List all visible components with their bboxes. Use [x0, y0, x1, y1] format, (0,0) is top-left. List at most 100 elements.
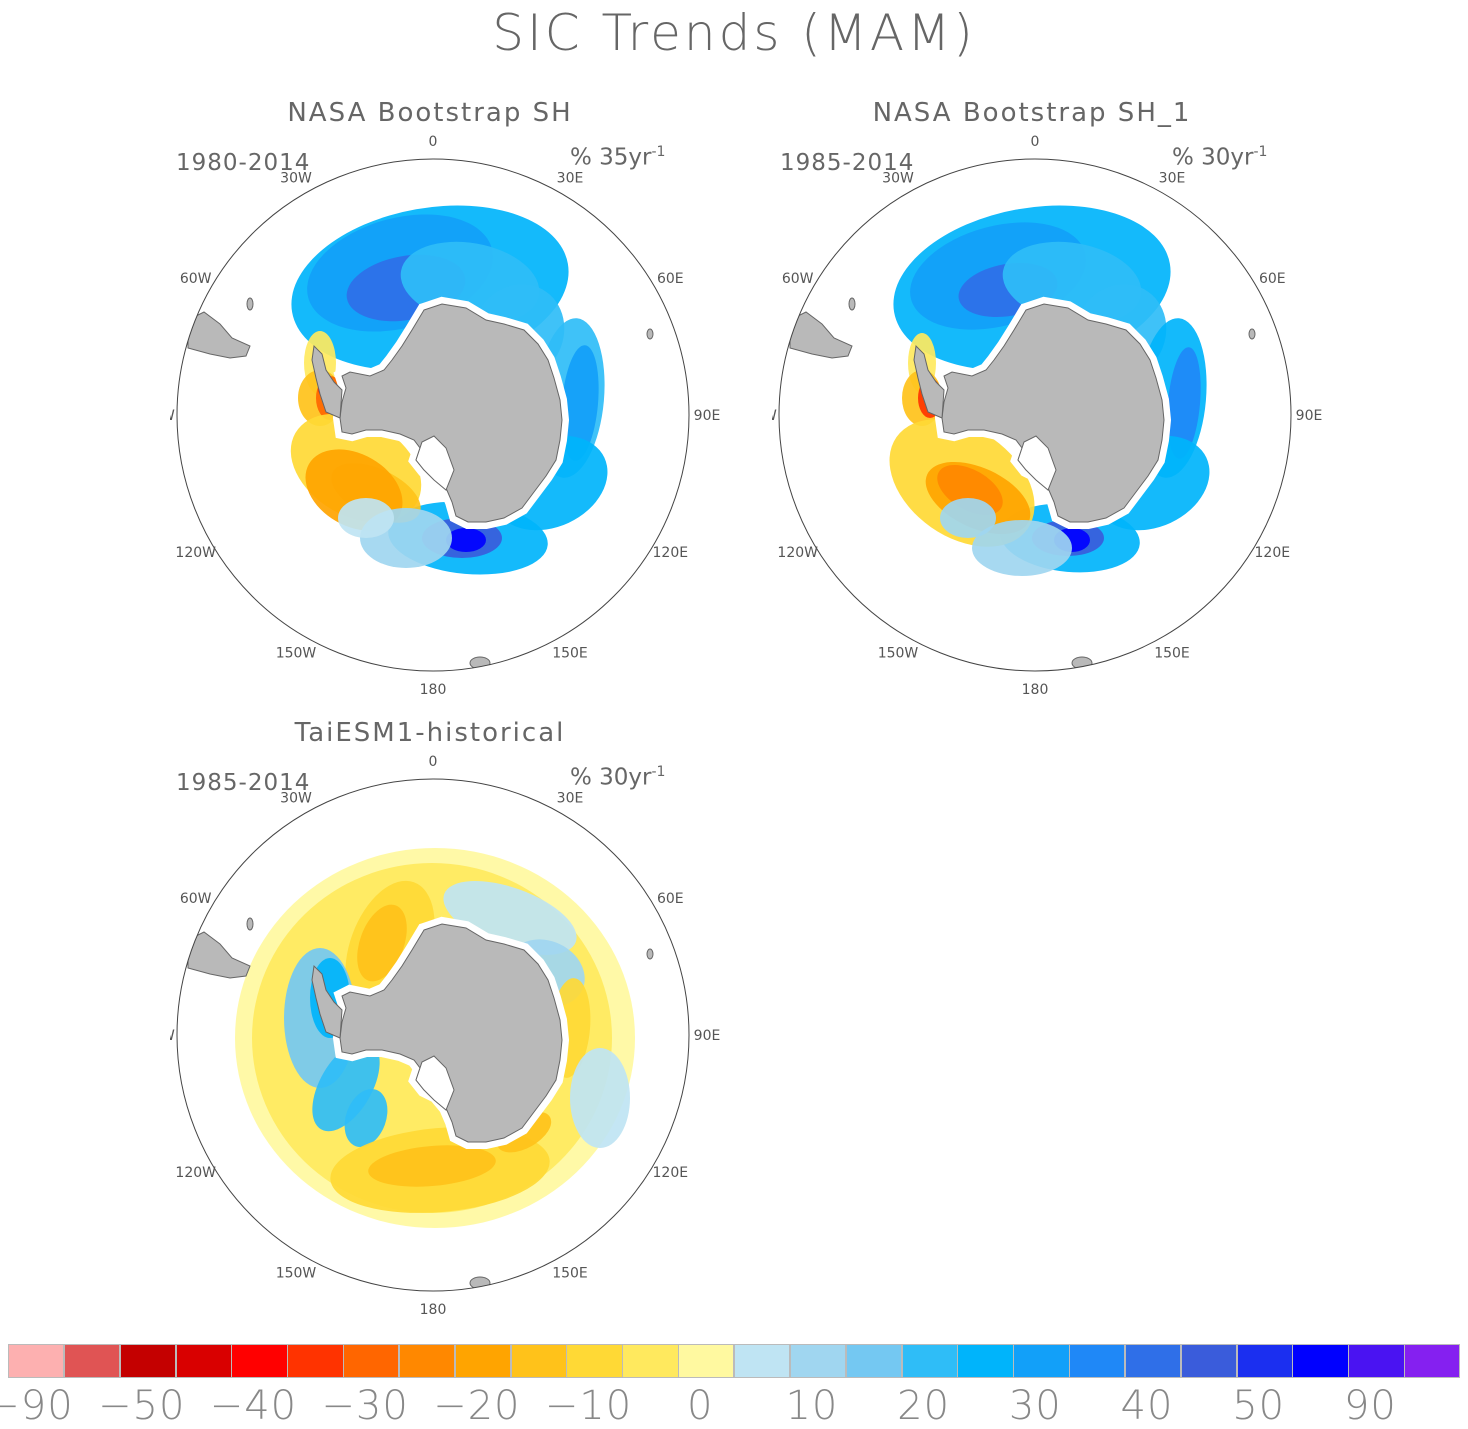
panel-title: NASA Bootstrap SH [287, 98, 573, 128]
colorbar-cell [734, 1344, 791, 1378]
trend-contour-18 [972, 520, 1072, 576]
colorbar-tick-label: 40 [1120, 1383, 1174, 1429]
colorbar [8, 1344, 1461, 1380]
colorbar-tick-label: 0 [686, 1383, 714, 1429]
colorbar-cell [287, 1344, 344, 1378]
colorbar-cell [566, 1344, 623, 1378]
longitude-label: 30E [1159, 171, 1186, 187]
period-label: 1980-2014 [176, 150, 311, 176]
units-label: % 30yr-1 [1172, 144, 1268, 171]
colorbar-tick-label: −90 [0, 1383, 74, 1429]
colorbar-cell [454, 1344, 512, 1378]
longitude-label: 60W [180, 271, 212, 287]
figure-title: SIC Trends (MAM) [492, 4, 976, 62]
kerguelen-land [646, 948, 654, 960]
colorbar-tick-label: 30 [1008, 1383, 1062, 1429]
longitude-label: 90W [772, 408, 777, 424]
south-georgia-land [246, 297, 254, 311]
longitude-label: 150W [276, 645, 317, 661]
panel-title: NASA Bootstrap SH_1 [872, 98, 1192, 128]
longitude-label: 90W [170, 1028, 175, 1044]
longitude-label: 30W [280, 171, 312, 187]
longitude-label: 60E [657, 271, 684, 287]
colorbar-cell [398, 1344, 456, 1378]
trend-contour-14 [570, 1048, 630, 1148]
longitude-label: 180 [1022, 682, 1049, 698]
trend-contour-6 [312, 1040, 380, 1132]
antarctic-peninsula-land [311, 344, 343, 419]
longitude-label: 150E [552, 645, 588, 661]
south-america-land [187, 311, 251, 359]
longitude-label: 60W [782, 271, 814, 287]
new-zealand-land [469, 656, 491, 670]
longitude-label: 90E [694, 408, 721, 424]
polar-map: 0 30E 60E 90E 120E 150E 180 150W 120W 90W 60W 30W [170, 134, 721, 698]
south-georgia-land [848, 297, 856, 311]
longitude-label: 90W [170, 408, 175, 424]
ross-ice-shelf [415, 1055, 455, 1111]
period-label: 1985-2014 [176, 770, 311, 796]
colorbar-cell [1180, 1344, 1238, 1378]
longitude-label: 0 [429, 134, 438, 150]
map-panel-nasa-bootstrap-sh: NASA Bootstrap SH 1980-2014 % 35yr-1 0 30… [170, 98, 730, 708]
colorbar-tick-label: −40 [209, 1383, 298, 1429]
colorbar-cell [63, 1344, 121, 1378]
longitude-label: 90E [694, 1028, 721, 1044]
colorbar-cell [622, 1344, 679, 1378]
longitude-label: 60E [1259, 271, 1286, 287]
colorbar-cell [957, 1344, 1014, 1378]
colorbar-cell [1348, 1344, 1405, 1378]
colorbar-cell [1236, 1344, 1293, 1378]
longitude-label: 120E [1255, 545, 1291, 561]
longitude-label: 150W [276, 1265, 317, 1281]
period-label: 1985-2014 [780, 150, 915, 176]
colorbar-cell [119, 1344, 177, 1378]
kerguelen-land [646, 328, 654, 340]
ross-ice-shelf [415, 435, 455, 491]
colorbar-tick-label: 20 [897, 1383, 951, 1429]
antarctic-peninsula-land [311, 964, 343, 1039]
map-boundary [176, 158, 690, 672]
south-america-land [187, 931, 251, 979]
longitude-label: 180 [420, 1302, 447, 1318]
colorbar-cell [1124, 1344, 1182, 1378]
colorbar-tick-label: −10 [544, 1383, 633, 1429]
colorbar-cell [845, 1344, 903, 1378]
trend-contour-12 [368, 1145, 496, 1187]
polar-map: 0 30E 60E 90E 120E 150E 180 150W 120W 90W 60W 30W [772, 134, 1323, 698]
longitude-label: 150E [1154, 645, 1190, 661]
longitude-label: 60E [657, 891, 684, 907]
colorbar-cell [1013, 1344, 1070, 1378]
colorbar-cell [1069, 1344, 1126, 1378]
longitude-label: 30E [557, 791, 584, 807]
colorbar-tick-label: −50 [97, 1383, 186, 1429]
colorbar-cell [175, 1344, 232, 1378]
longitude-label: 180 [420, 682, 447, 698]
units-label: % 35yr-1 [570, 144, 666, 171]
longitude-label: 120W [175, 1165, 216, 1181]
polar-map: 0 30E 60E 90E 120E 150E 180 150W 120W 90W 60W 30W [170, 754, 721, 1318]
longitude-label: 120W [777, 545, 818, 561]
trend-contour-10 [446, 528, 486, 552]
sea-ice-trend-field [789, 205, 1256, 670]
longitude-label: 30W [280, 791, 312, 807]
longitude-label: 120W [175, 545, 216, 561]
longitude-label: 0 [429, 754, 438, 770]
map-boundary [778, 158, 1292, 672]
antarctic-peninsula-land [913, 344, 945, 419]
longitude-label: 90E [1296, 408, 1323, 424]
trend-contour-8 [443, 881, 577, 955]
south-georgia-land [246, 917, 254, 931]
kerguelen-land [1248, 328, 1256, 340]
colorbar-cell [1292, 1344, 1349, 1378]
sea-ice-trend-field [187, 848, 654, 1290]
colorbar-tick-label: 90 [1343, 1383, 1397, 1429]
trend-contour-6 [1167, 347, 1201, 459]
new-zealand-land [469, 1276, 491, 1290]
longitude-label: 30W [882, 171, 914, 187]
longitude-label: 60W [180, 891, 212, 907]
colorbar-cell [343, 1344, 400, 1378]
new-zealand-land [1071, 656, 1093, 670]
trend-contour-3 [357, 904, 407, 982]
colorbar-tick-label: −30 [321, 1383, 409, 1429]
